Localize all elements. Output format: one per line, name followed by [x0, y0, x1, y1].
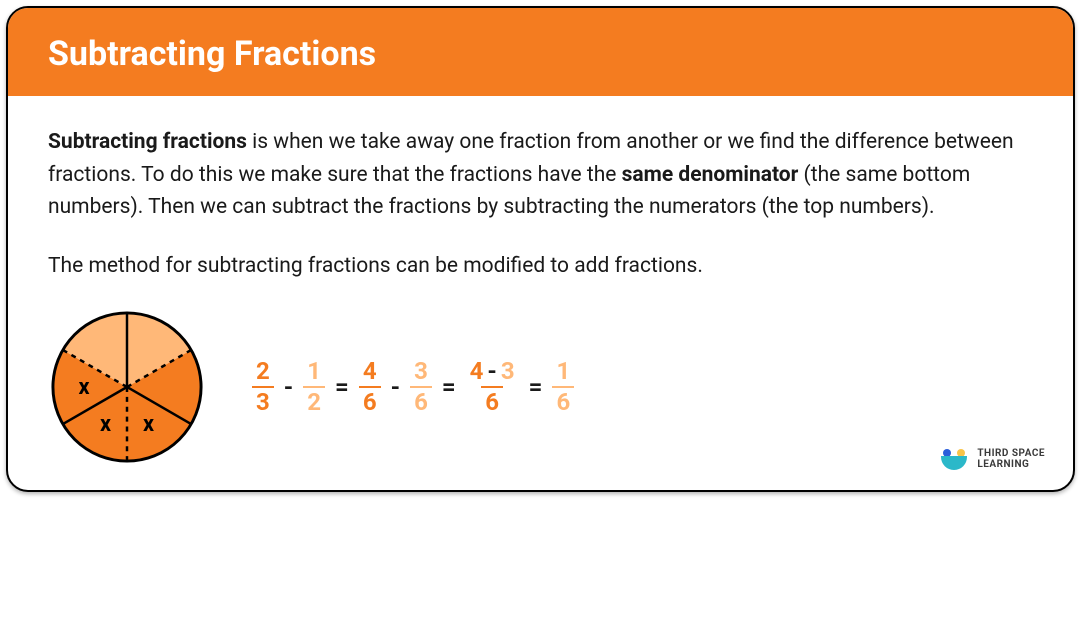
info-card: Subtracting Fractions Subtracting fracti…	[6, 6, 1075, 492]
fraction: 23	[252, 359, 274, 415]
page-title: Subtracting Fractions	[48, 34, 1033, 74]
operator: =	[527, 373, 545, 401]
svg-text:x: x	[79, 375, 90, 400]
paragraph-2: The method for subtracting fractions can…	[48, 250, 1033, 283]
fraction: 16	[552, 359, 574, 415]
para1-lead: Subtracting fractions	[48, 130, 247, 154]
para1-bold2: same denominator	[622, 163, 799, 187]
logo-icon	[939, 446, 969, 472]
fraction-pie-diagram: xxx	[48, 308, 206, 466]
card-body: Subtracting fractions is when we take aw…	[8, 96, 1073, 490]
fraction-equation: 23-12=46-36=4-36=16	[252, 359, 574, 415]
operator: -	[282, 373, 295, 401]
logo-line2: LEARNING	[977, 459, 1045, 471]
operator: =	[333, 373, 351, 401]
logo-text: THIRD SPACE LEARNING	[977, 448, 1045, 471]
operator: -	[389, 373, 402, 401]
paragraph-1: Subtracting fractions is when we take aw…	[48, 126, 1033, 224]
fraction: 12	[303, 359, 325, 415]
logo-line1: THIRD SPACE	[977, 448, 1045, 460]
diagram-row: xxx 23-12=46-36=4-36=16	[48, 308, 1033, 466]
svg-text:x: x	[100, 412, 111, 437]
operator: =	[440, 373, 458, 401]
fraction-expression: 4-36	[466, 359, 519, 415]
card-header: Subtracting Fractions	[8, 8, 1073, 96]
brand-logo: THIRD SPACE LEARNING	[939, 446, 1045, 472]
fraction: 36	[410, 359, 432, 415]
svg-text:x: x	[143, 412, 154, 437]
fraction: 46	[359, 359, 381, 415]
